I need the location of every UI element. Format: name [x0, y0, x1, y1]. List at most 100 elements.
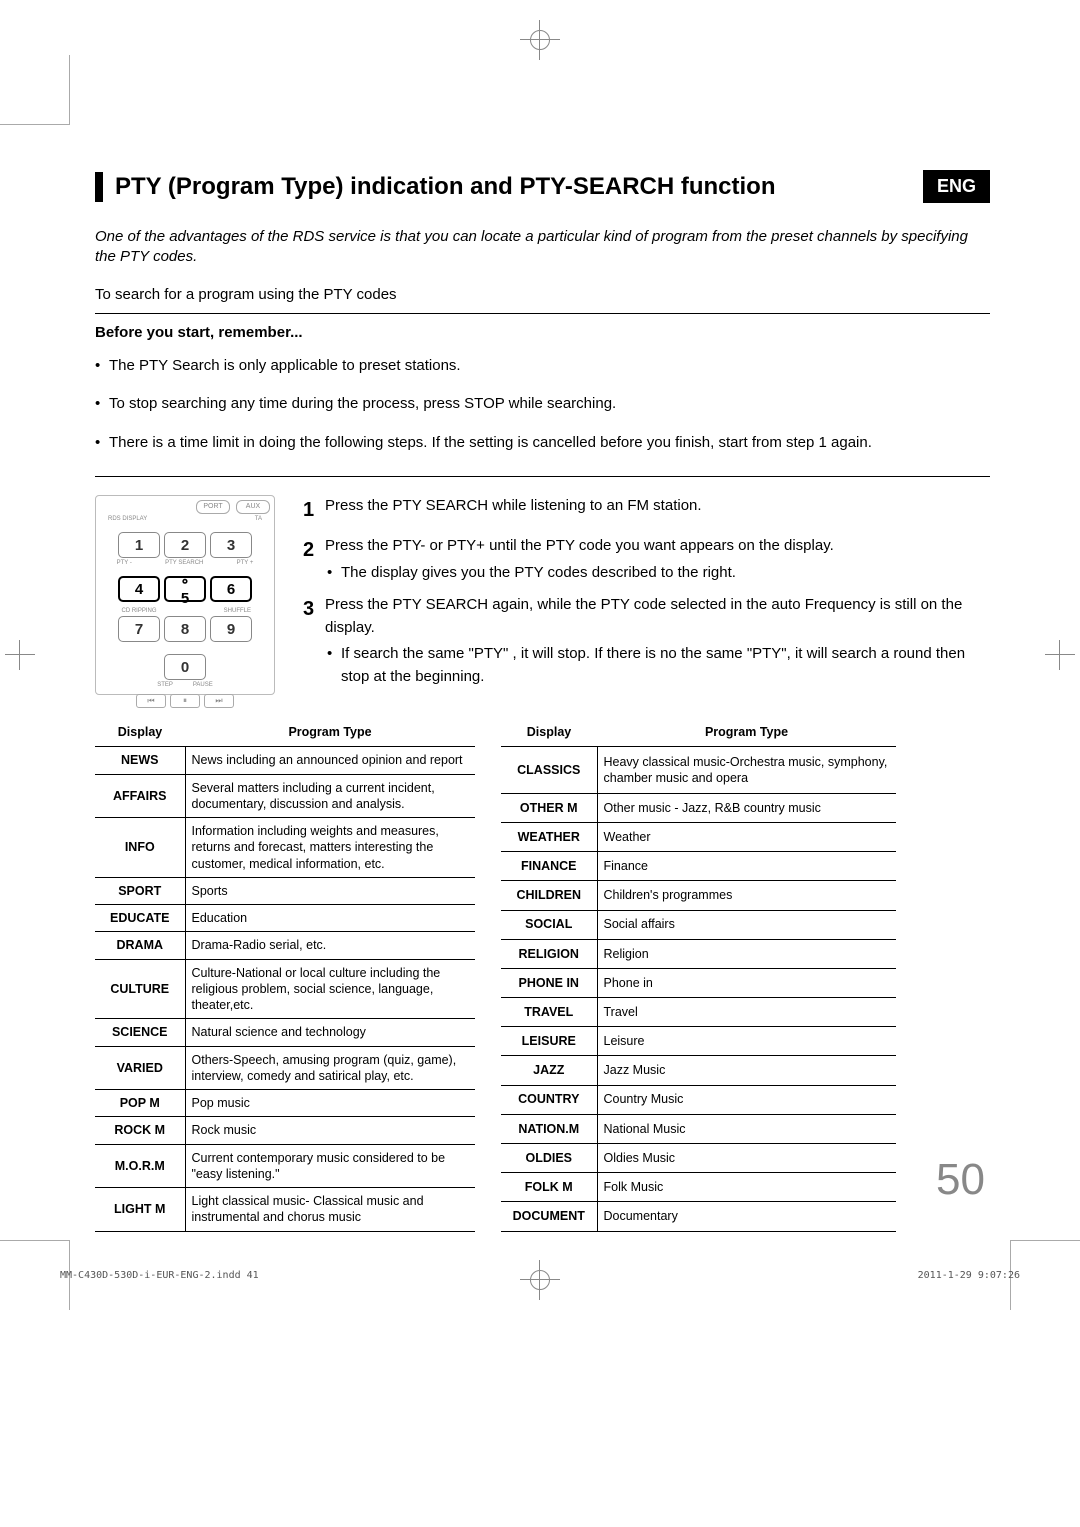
heading-accent-bar: [95, 172, 103, 202]
pty-code-cell: EDUCATE: [95, 905, 185, 932]
pty-tables: Display Program Type NEWSNews including …: [95, 720, 990, 1232]
pty-desc-cell: Others-Speech, amusing program (quiz, ga…: [185, 1046, 475, 1090]
step-3: 3 Press the PTY SEARCH again, while the …: [303, 594, 990, 688]
step-sub-bullet: If search the same "PTY" , it will stop.…: [325, 643, 990, 688]
pty-code-cell: CULTURE: [95, 959, 185, 1019]
remote-aux-button: AUX: [236, 500, 270, 514]
pty-code-cell: ROCK M: [95, 1117, 185, 1144]
crop-mark-br: [1010, 1240, 1080, 1310]
pty-code-cell: NATION.M: [501, 1114, 597, 1143]
pty-desc-cell: Rock music: [185, 1117, 475, 1144]
col-header-program-type: Program Type: [185, 720, 475, 747]
col-header-display: Display: [501, 720, 597, 747]
pty-desc-cell: National Music: [597, 1114, 896, 1143]
step-number: 1: [303, 495, 325, 525]
table-row: VARIEDOthers-Speech, amusing program (qu…: [95, 1046, 475, 1090]
remote-label-ta: TA: [255, 516, 262, 522]
pty-code-cell: LIGHT M: [95, 1188, 185, 1232]
search-subheading: To search for a program using the PTY co…: [95, 286, 990, 314]
pty-code-cell: WEATHER: [501, 822, 597, 851]
table-row: TRAVELTravel: [501, 998, 896, 1027]
pty-desc-cell: Leisure: [597, 1027, 896, 1056]
pty-code-cell: INFO: [95, 818, 185, 878]
before-start-label: Before you start, remember...: [95, 324, 990, 341]
pty-desc-cell: News including an announced opinion and …: [185, 747, 475, 774]
pty-code-cell: OTHER M: [501, 793, 597, 822]
step-2: 2 Press the PTY- or PTY+ until the PTY c…: [303, 535, 990, 584]
pty-table-left: Display Program Type NEWSNews including …: [95, 720, 475, 1232]
table-row: WEATHERWeather: [501, 822, 896, 851]
pty-code-cell: OLDIES: [501, 1143, 597, 1172]
pty-code-cell: DRAMA: [95, 932, 185, 959]
footer-filename: MM-C430D-530D-i-EUR-ENG-2.indd 41: [60, 1270, 259, 1281]
footer-timestamp: 2011-1-29 9:07:26: [918, 1270, 1020, 1281]
remote-label-step: STEP: [157, 682, 173, 688]
precondition-item: To stop searching any time during the pr…: [95, 393, 990, 416]
pty-desc-cell: Several matters including a current inci…: [185, 774, 475, 818]
steps-list: 1 Press the PTY SEARCH while listening t…: [303, 495, 990, 698]
remote-next-icon: ⏭: [204, 694, 234, 708]
pty-code-cell: PHONE IN: [501, 968, 597, 997]
step-text: Press the PTY SEARCH while listening to …: [325, 495, 990, 525]
remote-key-1: 1: [118, 532, 160, 558]
col-header-display: Display: [95, 720, 185, 747]
pty-desc-cell: Finance: [597, 852, 896, 881]
table-row: OLDIESOldies Music: [501, 1143, 896, 1172]
language-badge: ENG: [923, 170, 990, 203]
pty-code-cell: DOCUMENT: [501, 1202, 597, 1231]
pty-desc-cell: Oldies Music: [597, 1143, 896, 1172]
table-row: FOLK MFolk Music: [501, 1173, 896, 1202]
table-row: RELIGIONReligion: [501, 939, 896, 968]
remote-key-8: 8: [164, 616, 206, 642]
remote-prev-icon: ⏮: [136, 694, 166, 708]
remote-key-2: 2: [164, 532, 206, 558]
pty-code-cell: FINANCE: [501, 852, 597, 881]
registration-mark-bottom: [520, 1260, 560, 1300]
step-number: 3: [303, 594, 325, 688]
heading: PTY (Program Type) indication and PTY-SE…: [95, 172, 776, 202]
pty-code-cell: AFFAIRS: [95, 774, 185, 818]
remote-key-5-highlighted: ∘5: [164, 576, 206, 602]
pty-code-cell: JAZZ: [501, 1056, 597, 1085]
pty-code-cell: VARIED: [95, 1046, 185, 1090]
pty-desc-cell: Phone in: [597, 968, 896, 997]
table-row: EDUCATEEducation: [95, 905, 475, 932]
table-row: POP MPop music: [95, 1090, 475, 1117]
remote-key-6-highlighted: 6: [210, 576, 252, 602]
table-row: SPORTSports: [95, 877, 475, 904]
remote-port-button: PORT: [196, 500, 230, 514]
pty-code-cell: COUNTRY: [501, 1085, 597, 1114]
page-title: PTY (Program Type) indication and PTY-SE…: [115, 173, 776, 201]
table-row: CULTURECulture-National or local culture…: [95, 959, 475, 1019]
pty-code-cell: CLASSICS: [501, 747, 597, 794]
table-row: INFOInformation including weights and me…: [95, 818, 475, 878]
pty-desc-cell: Heavy classical music-Orchestra music, s…: [597, 747, 896, 794]
pty-code-cell: POP M: [95, 1090, 185, 1117]
pty-code-cell: FOLK M: [501, 1173, 597, 1202]
step-text: Press the PTY SEARCH again, while the PT…: [325, 594, 990, 639]
table-row: AFFAIRSSeveral matters including a curre…: [95, 774, 475, 818]
table-row: ROCK MRock music: [95, 1117, 475, 1144]
pty-code-cell: SPORT: [95, 877, 185, 904]
remote-key-7: CD RIPPING7: [118, 616, 160, 642]
table-row: COUNTRYCountry Music: [501, 1085, 896, 1114]
pty-desc-cell: Natural science and technology: [185, 1019, 475, 1046]
table-row: NATION.MNational Music: [501, 1114, 896, 1143]
registration-mark-top: [520, 20, 560, 60]
table-row: DOCUMENTDocumentary: [501, 1202, 896, 1231]
heading-row: PTY (Program Type) indication and PTY-SE…: [95, 170, 990, 203]
step-text: Press the PTY- or PTY+ until the PTY cod…: [325, 535, 990, 558]
pty-code-cell: M.O.R.M: [95, 1144, 185, 1188]
table-row: M.O.R.MCurrent contemporary music consid…: [95, 1144, 475, 1188]
pty-desc-cell: Country Music: [597, 1085, 896, 1114]
pty-desc-cell: Jazz Music: [597, 1056, 896, 1085]
step-number: 2: [303, 535, 325, 584]
side-mark-left: [5, 640, 35, 670]
table-row: LEISURELeisure: [501, 1027, 896, 1056]
pty-desc-cell: Travel: [597, 998, 896, 1027]
step-1: 1 Press the PTY SEARCH while listening t…: [303, 495, 990, 525]
pty-desc-cell: Information including weights and measur…: [185, 818, 475, 878]
pty-code-cell: SCIENCE: [95, 1019, 185, 1046]
table-row: SCIENCENatural science and technology: [95, 1019, 475, 1046]
table-row: PHONE INPhone in: [501, 968, 896, 997]
